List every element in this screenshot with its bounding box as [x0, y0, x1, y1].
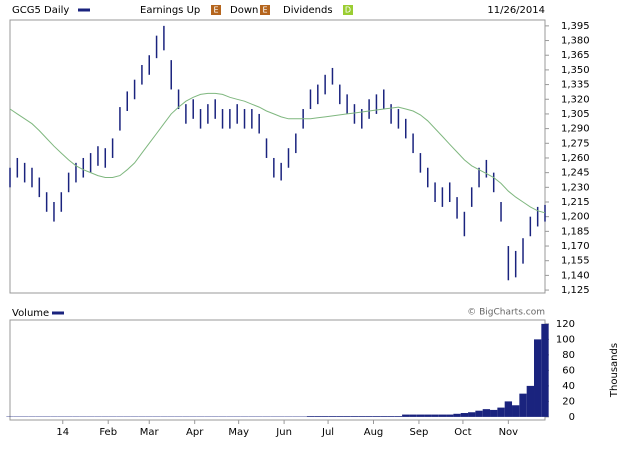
- volume-bar: [321, 416, 328, 417]
- x-tick-label: 14: [56, 427, 69, 438]
- x-tick-label: Sep: [410, 427, 429, 438]
- y-tick-label: 1,260: [561, 153, 590, 164]
- volume-bar: [453, 414, 460, 417]
- chart-title: GCG5 Daily: [12, 5, 69, 16]
- x-tick-label: Apr: [186, 427, 204, 438]
- volume-frame: [10, 320, 545, 420]
- volume-bar: [431, 415, 438, 417]
- y-tick-label: 1,380: [561, 36, 590, 47]
- y-tick-label: 1,365: [561, 50, 590, 61]
- y-tick-label: 120: [556, 319, 575, 330]
- volume-bar: [387, 416, 394, 417]
- volume-bar: [490, 410, 497, 417]
- x-tick-label: Aug: [364, 427, 384, 438]
- volume-bar: [343, 416, 350, 417]
- x-tick-label: Jun: [275, 427, 292, 438]
- volume-axis-title: Thousands: [609, 343, 620, 398]
- volume-bar: [329, 416, 336, 417]
- legend-label: Earnings Up: [140, 5, 200, 16]
- volume-bar: [373, 416, 380, 417]
- volume-bar: [541, 324, 548, 417]
- volume-bar: [446, 415, 453, 417]
- volume-bar: [512, 405, 519, 417]
- volume-bar: [424, 415, 431, 417]
- volume-bar: [497, 408, 504, 417]
- volume-bar: [351, 416, 358, 417]
- volume-bar: [417, 415, 424, 417]
- y-tick-label: 1,200: [561, 212, 590, 223]
- volume-bar: [534, 339, 541, 417]
- y-tick-label: 1,230: [561, 182, 590, 193]
- y-tick-label: 1,335: [561, 80, 590, 91]
- x-tick-label: Oct: [454, 427, 471, 438]
- y-tick-label: 1,185: [561, 226, 590, 237]
- volume-bar: [439, 415, 446, 417]
- legend-icon-text: D: [345, 6, 351, 15]
- volume-bar: [519, 394, 526, 417]
- legend-icon-text: E: [262, 6, 267, 15]
- volume-bar: [505, 401, 512, 417]
- y-tick-label: 20: [562, 396, 575, 407]
- volume-bar: [461, 413, 468, 417]
- volume-bar: [409, 415, 416, 417]
- y-tick-label: 0: [569, 412, 575, 423]
- y-tick-label: 1,290: [561, 124, 590, 135]
- x-tick-label: Nov: [499, 427, 519, 438]
- volume-bar: [475, 411, 482, 417]
- volume-bar: [402, 415, 409, 417]
- y-tick-label: 1,245: [561, 168, 590, 179]
- volume-label: Volume: [12, 308, 49, 319]
- volume-bar: [314, 416, 321, 417]
- y-tick-label: 1,170: [561, 241, 590, 252]
- y-tick-label: 1,350: [561, 65, 590, 76]
- x-tick-label: May: [228, 427, 249, 438]
- volume-bar: [358, 416, 365, 417]
- x-tick-label: Mar: [140, 427, 160, 438]
- legend-label: Dividends: [283, 5, 333, 16]
- volume-bar: [307, 416, 314, 417]
- y-tick-label: 80: [562, 350, 575, 361]
- volume-bar: [336, 416, 343, 417]
- y-tick-label: 60: [562, 365, 575, 376]
- legend-icon-text: E: [213, 6, 218, 15]
- y-tick-label: 1,320: [561, 94, 590, 105]
- volume-bar: [380, 416, 387, 417]
- y-tick-label: 1,305: [561, 109, 590, 120]
- y-tick-label: 100: [556, 334, 575, 345]
- volume-bar: [468, 412, 475, 417]
- legend-label: Down: [230, 5, 258, 16]
- y-tick-label: 1,140: [561, 270, 590, 281]
- y-tick-label: 1,155: [561, 256, 590, 267]
- volume-bar: [483, 409, 490, 417]
- x-tick-label: Feb: [99, 427, 117, 438]
- y-tick-label: 1,395: [561, 21, 590, 32]
- credit: © BigCharts.com: [467, 308, 545, 318]
- y-tick-label: 1,275: [561, 138, 590, 149]
- volume-bar: [527, 386, 534, 417]
- y-tick-label: 40: [562, 381, 575, 392]
- date: 11/26/2014: [487, 5, 545, 16]
- y-tick-label: 1,125: [561, 285, 590, 296]
- y-tick-label: 1,215: [561, 197, 590, 208]
- volume-bar: [395, 416, 402, 417]
- volume-bar: [365, 416, 372, 417]
- x-tick-label: Jul: [321, 427, 334, 438]
